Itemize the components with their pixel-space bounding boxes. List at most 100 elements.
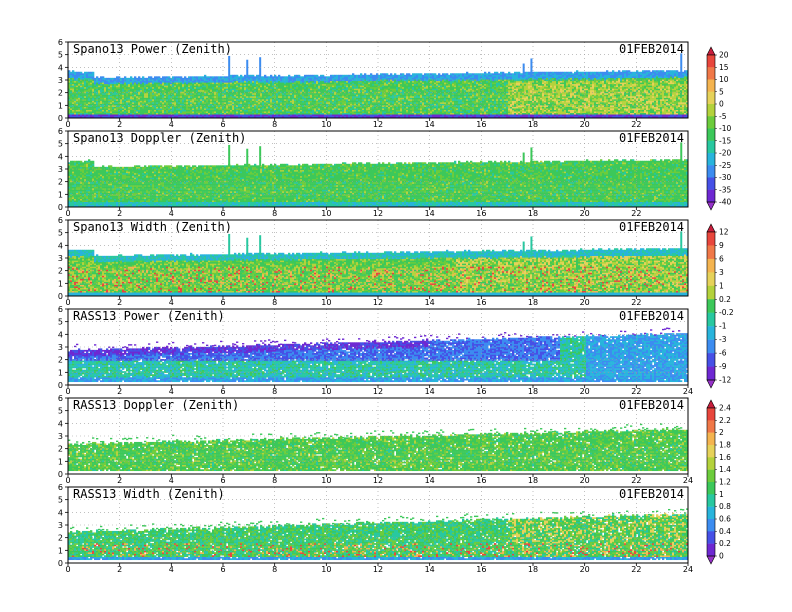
x-tick-label: 22: [631, 120, 641, 129]
colorbar-label: 0.2: [719, 539, 731, 548]
x-tick-label: 8: [272, 298, 277, 307]
x-tick-label: 12: [373, 387, 383, 396]
colorbar-segment: [707, 531, 715, 544]
colorbar-arrow-bottom: [707, 202, 715, 210]
y-tick-label: 0: [58, 381, 63, 390]
x-tick-label: 0: [65, 476, 70, 485]
colorbar-segment: [707, 494, 715, 507]
x-tick-label: 14: [425, 298, 435, 307]
x-tick-label: 0: [65, 120, 70, 129]
x-tick-label: 14: [425, 120, 435, 129]
colorbar-segment: [707, 55, 715, 67]
colorbar-arrow-top: [707, 400, 715, 408]
x-tick-label: 6: [220, 565, 225, 574]
y-tick-label: 2: [58, 445, 63, 454]
colorbar-label: 12: [719, 228, 729, 237]
x-tick-label: 10: [321, 120, 331, 129]
x-tick-label: 2: [117, 209, 122, 218]
colorbar-label: 0.4: [719, 527, 731, 536]
x-tick-label: 4: [169, 565, 174, 574]
colorbar-label: 1.4: [719, 465, 731, 474]
colorbar-label: 3: [719, 268, 724, 277]
y-tick-label: 2: [58, 534, 63, 543]
colorbar-label: 0: [719, 552, 724, 561]
x-tick-label: 16: [476, 209, 486, 218]
x-tick-label: 10: [321, 298, 331, 307]
x-tick-label: 8: [272, 209, 277, 218]
x-tick-label: 18: [528, 298, 538, 307]
x-tick-label: 10: [321, 476, 331, 485]
colorbar-label: -6: [719, 349, 727, 358]
colorbar-label: -9: [719, 362, 727, 371]
x-tick-label: 18: [528, 387, 538, 396]
y-tick-label: 6: [58, 305, 63, 314]
y-tick-label: 1: [58, 457, 63, 466]
x-tick-label: 2: [117, 120, 122, 129]
x-tick-label: 0: [65, 565, 70, 574]
x-tick-label: 2: [117, 565, 122, 574]
x-tick-label: 0: [65, 209, 70, 218]
colorbar-label: 2: [719, 428, 724, 437]
colorbar-segment: [707, 313, 715, 327]
colorbar-segment: [707, 153, 715, 165]
y-tick-label: 2: [58, 356, 63, 365]
x-tick-label: 4: [169, 387, 174, 396]
y-tick-label: 1: [58, 190, 63, 199]
colorbar-arrow-bottom: [707, 556, 715, 564]
colorbar-label: 1.8: [719, 441, 731, 450]
x-tick-label: 12: [373, 120, 383, 129]
y-tick-label: 3: [58, 432, 63, 441]
colorbar-label: 2.4: [719, 404, 731, 413]
y-tick-label: 3: [58, 254, 63, 263]
x-tick-label: 16: [476, 387, 486, 396]
y-tick-label: 4: [58, 508, 63, 517]
y-tick-label: 6: [58, 38, 63, 47]
x-tick-label: 22: [631, 387, 641, 396]
panel-date: 01FEB2014: [619, 398, 684, 412]
x-tick-label: 22: [631, 476, 641, 485]
colorbar-label: -25: [719, 161, 731, 170]
y-tick-label: 5: [58, 318, 63, 327]
panel-title: RASS13 Power (Zenith): [73, 309, 225, 323]
x-tick-label: 12: [373, 209, 383, 218]
colorbar-label: 0: [719, 100, 724, 109]
panel-title: Spano13 Width (Zenith): [73, 220, 232, 234]
x-tick-label: 20: [580, 565, 590, 574]
x-tick-label: 10: [321, 209, 331, 218]
x-tick-label: 12: [373, 298, 383, 307]
x-tick-label: 6: [220, 120, 225, 129]
colorbar-segment: [707, 141, 715, 153]
x-tick-label: 14: [425, 387, 435, 396]
colorbar-segment: [707, 544, 715, 557]
y-tick-label: 1: [58, 279, 63, 288]
x-tick-label: 18: [528, 476, 538, 485]
colorbar-label: -0.2: [719, 308, 734, 317]
x-tick-label: 24: [683, 387, 693, 396]
y-tick-label: 6: [58, 127, 63, 136]
colorbar-label: 15: [719, 63, 729, 72]
colorbar-label: 1.2: [719, 478, 731, 487]
y-tick-label: 3: [58, 165, 63, 174]
y-tick-label: 6: [58, 394, 63, 403]
y-tick-label: 3: [58, 343, 63, 352]
y-tick-label: 0: [58, 292, 63, 301]
colorbar-segment: [707, 286, 715, 300]
x-tick-label: 18: [528, 209, 538, 218]
colorbar-segment: [707, 420, 715, 433]
colorbar-label: 1: [719, 490, 724, 499]
colorbar-label: -20: [719, 149, 731, 158]
y-tick-label: 0: [58, 559, 63, 568]
x-tick-label: 22: [631, 209, 641, 218]
x-tick-label: 8: [272, 476, 277, 485]
x-tick-label: 18: [528, 565, 538, 574]
colorbar-arrow-top: [707, 224, 715, 232]
y-tick-label: 2: [58, 178, 63, 187]
x-tick-label: 10: [321, 565, 331, 574]
y-tick-label: 5: [58, 140, 63, 149]
colorbar-arrow-top: [707, 47, 715, 55]
x-tick-label: 20: [580, 120, 590, 129]
colorbar-c: 2.42.221.81.61.41.210.80.60.40.20: [707, 400, 731, 564]
